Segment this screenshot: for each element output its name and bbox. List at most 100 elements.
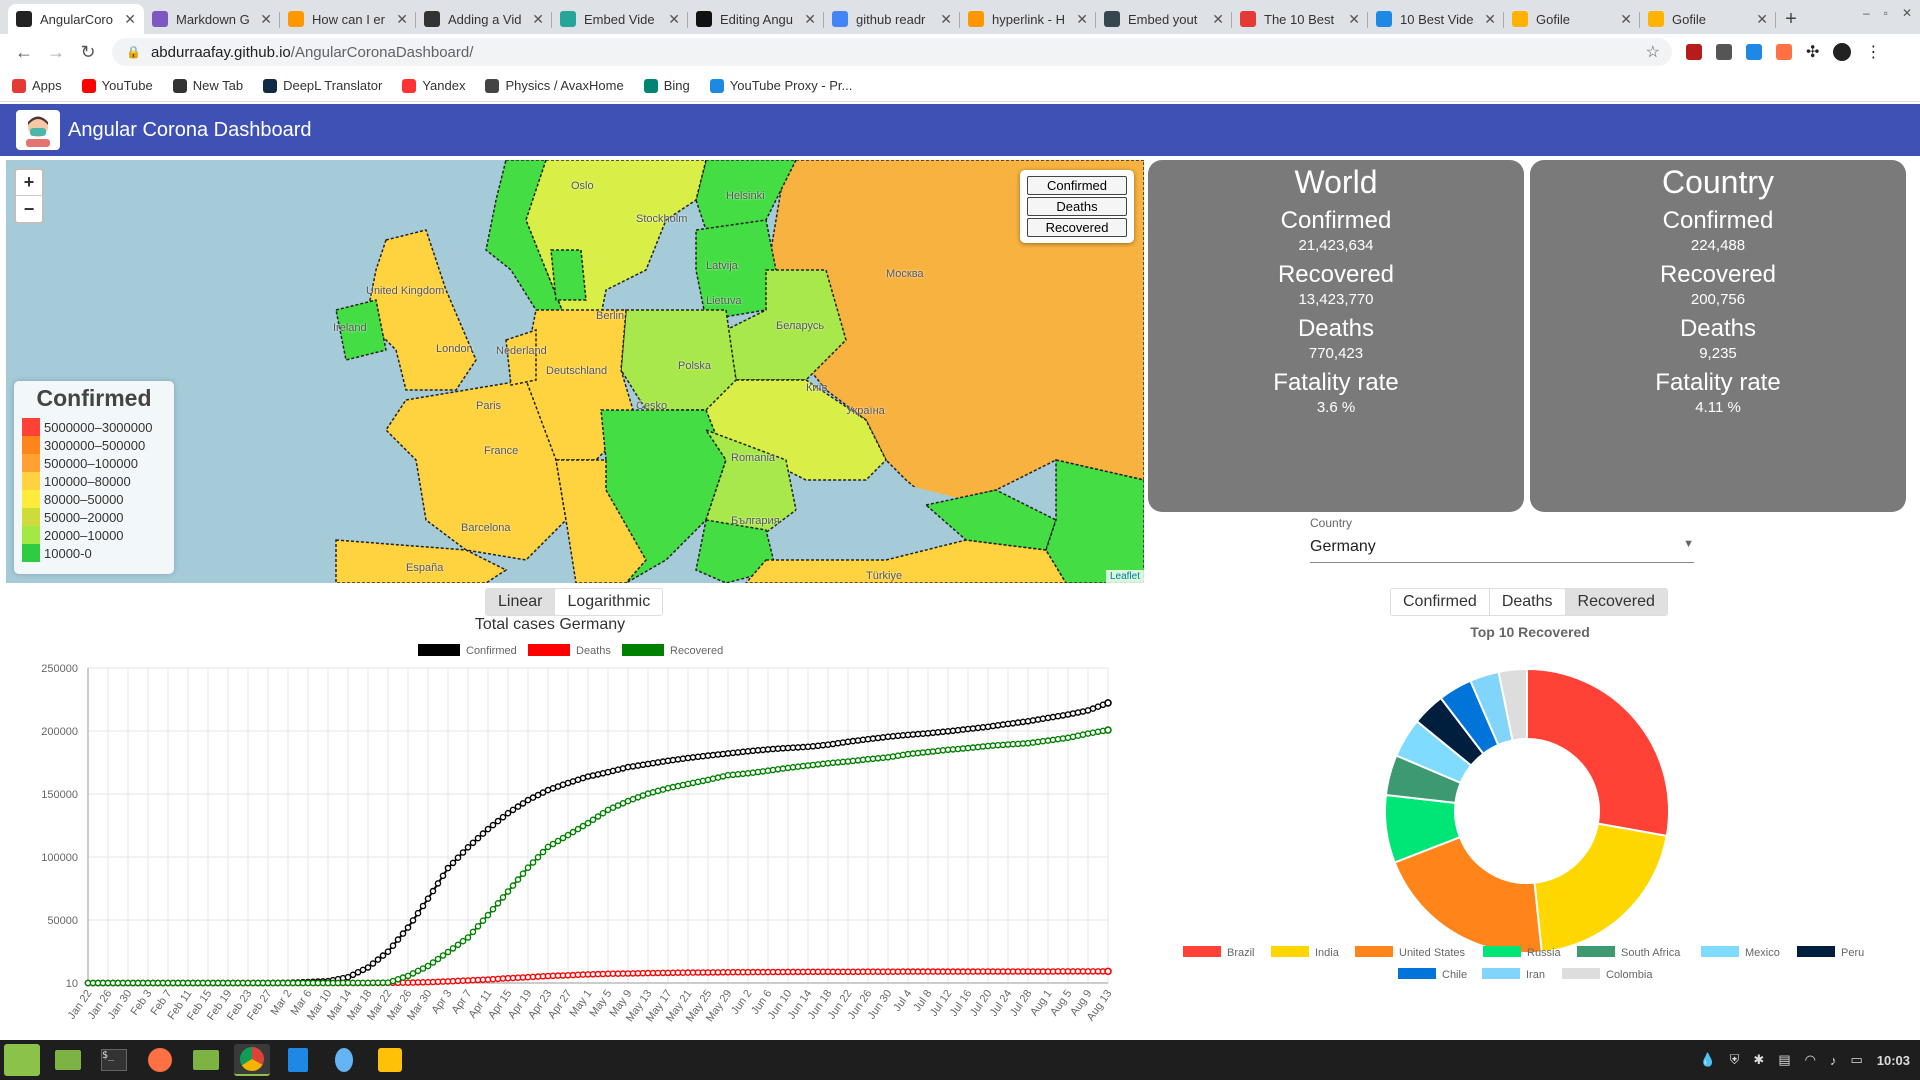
ublock-icon[interactable] xyxy=(1686,44,1702,60)
region-turkey[interactable] xyxy=(745,539,1067,583)
legend-label[interactable]: South Africa xyxy=(1621,947,1681,959)
bookmark-item[interactable]: DeepL Translator xyxy=(263,78,382,93)
donut-slice[interactable] xyxy=(1497,667,1528,742)
browser-tab[interactable]: Adding a Vid ✕ xyxy=(416,4,552,34)
legend-label[interactable]: Peru xyxy=(1841,947,1864,959)
map-canvas[interactable] xyxy=(6,160,1144,583)
leaflet-attribution[interactable]: Leaflet xyxy=(1105,570,1144,583)
donut-chart[interactable]: Brazil India United States Russia South Afri… xyxy=(1140,640,1920,1030)
browser-tab[interactable]: Gofile ✕ xyxy=(1640,4,1776,34)
legend-label[interactable]: Iran xyxy=(1526,969,1545,981)
tab-close-icon[interactable]: ✕ xyxy=(1756,10,1768,27)
toggle-option[interactable]: Logarithmic xyxy=(555,589,663,615)
browser-tab[interactable]: hyperlink - H ✕ xyxy=(960,4,1096,34)
extension-icon[interactable] xyxy=(1776,44,1792,60)
bookmark-item[interactable]: YouTube xyxy=(81,78,153,93)
bookmark-item[interactable]: New Tab xyxy=(172,78,243,93)
donut-slice[interactable] xyxy=(1526,667,1670,838)
bookmark-item[interactable]: Apps xyxy=(12,78,62,93)
toggle-option[interactable]: Recovered xyxy=(1565,589,1667,615)
tab-close-icon[interactable]: ✕ xyxy=(668,10,680,27)
tab-close-icon[interactable]: ✕ xyxy=(1348,10,1360,27)
bookmark-item[interactable]: YouTube Proxy - Pr... xyxy=(709,78,852,93)
legend-label[interactable]: United States xyxy=(1399,947,1466,959)
bookmark-star-icon[interactable]: ☆ xyxy=(1645,44,1660,61)
menu-dots-icon[interactable]: ⋮ xyxy=(1865,44,1882,61)
legend-label[interactable]: Colombia xyxy=(1606,969,1653,981)
drop-tray-icon[interactable]: 💧 xyxy=(1699,1052,1716,1067)
browser-tab[interactable]: AngularCoro ✕ xyxy=(8,4,144,34)
firefox-icon[interactable] xyxy=(142,1044,178,1076)
files-icon[interactable] xyxy=(50,1044,86,1076)
toggle-option[interactable]: Linear xyxy=(486,589,556,615)
browser-tab[interactable]: How can I er ✕ xyxy=(280,4,416,34)
country-select[interactable]: Country Germany ▼ xyxy=(1310,516,1694,563)
clock[interactable]: 10:03 xyxy=(1876,1052,1910,1068)
minimize-icon[interactable]: – xyxy=(1862,6,1870,20)
choropleth-map[interactable]: Oslo Stockholm Helsinki Latvija Lietuva Москв… xyxy=(6,160,1144,583)
zoom-in-button[interactable]: + xyxy=(16,170,42,196)
map-layer-button[interactable]: Deaths xyxy=(1027,197,1127,216)
map-layer-button[interactable]: Recovered xyxy=(1027,218,1127,237)
region-france[interactable] xyxy=(385,379,567,561)
close-window-icon[interactable]: ✕ xyxy=(1901,6,1912,20)
region-united-kingdom[interactable] xyxy=(365,229,477,391)
text-editor-icon[interactable] xyxy=(280,1044,316,1076)
folder-icon[interactable] xyxy=(188,1044,224,1076)
region-central-asia[interactable] xyxy=(1045,459,1144,583)
region-belarus[interactable] xyxy=(725,269,847,381)
browser-tab[interactable]: Embed yout ✕ xyxy=(1096,4,1232,34)
network-icon[interactable]: ▤ xyxy=(1778,1052,1791,1067)
volume-icon[interactable]: ♪ xyxy=(1829,1052,1837,1068)
tab-close-icon[interactable]: ✕ xyxy=(260,10,272,27)
tab-close-icon[interactable]: ✕ xyxy=(1212,10,1224,27)
region-bulgaria[interactable] xyxy=(695,519,777,583)
game-app-icon[interactable] xyxy=(372,1044,408,1076)
bluetooth-icon[interactable]: ✱ xyxy=(1753,1052,1765,1067)
back-arrow-icon[interactable]: ← xyxy=(15,41,33,62)
legend-label[interactable]: Russia xyxy=(1527,947,1562,959)
map-layer-button[interactable]: Confirmed xyxy=(1027,176,1127,195)
tab-close-icon[interactable]: ✕ xyxy=(804,10,816,27)
toggle-option[interactable]: Deaths xyxy=(1489,589,1566,615)
region-spain[interactable] xyxy=(335,539,508,583)
browser-tab[interactable]: Markdown G ✕ xyxy=(144,4,280,34)
terminal-icon[interactable]: $_ xyxy=(96,1044,132,1076)
region-benelux[interactable] xyxy=(505,328,537,386)
drop-app-icon[interactable] xyxy=(326,1044,362,1076)
region-caucasus[interactable] xyxy=(924,489,1057,551)
region-denmark[interactable] xyxy=(550,249,587,301)
tab-close-icon[interactable]: ✕ xyxy=(532,10,544,27)
chrome-icon[interactable] xyxy=(234,1044,270,1076)
tab-close-icon[interactable]: ✕ xyxy=(1484,10,1496,27)
tab-close-icon[interactable]: ✕ xyxy=(1076,10,1088,27)
shield-icon[interactable]: ⛨ xyxy=(1729,1052,1740,1067)
donut-slice[interactable] xyxy=(1533,822,1668,954)
legend-label[interactable]: Chile xyxy=(1442,969,1467,981)
browser-tab[interactable]: The 10 Best ✕ xyxy=(1232,4,1368,34)
tab-close-icon[interactable]: ✕ xyxy=(396,10,408,27)
region-italy[interactable] xyxy=(555,459,647,583)
wifi-icon[interactable]: ◠ xyxy=(1804,1052,1816,1067)
forward-arrow-icon[interactable]: → xyxy=(47,41,65,62)
reload-icon[interactable]: ↻ xyxy=(80,41,96,62)
legend-label[interactable]: Brazil xyxy=(1227,947,1255,959)
extension-icon[interactable] xyxy=(1746,44,1762,60)
region-ireland[interactable] xyxy=(335,299,387,361)
extension-icon[interactable] xyxy=(1716,44,1732,60)
legend-label[interactable]: India xyxy=(1315,947,1340,959)
maximize-icon[interactable]: ▫ xyxy=(1883,6,1888,20)
tab-close-icon[interactable]: ✕ xyxy=(124,10,136,27)
bookmark-item[interactable]: Bing xyxy=(643,78,690,93)
browser-tab[interactable]: Editing Angu ✕ xyxy=(688,4,824,34)
mint-menu-icon[interactable] xyxy=(4,1044,40,1076)
bookmark-item[interactable]: Yandex xyxy=(402,78,465,93)
url-input[interactable]: 🔒 abdurraafay.github.io /AngularCoronaDa… xyxy=(112,38,1672,66)
profile-avatar-icon[interactable] xyxy=(1833,43,1852,61)
puzzle-icon[interactable]: ✣ xyxy=(1806,44,1820,61)
toggle-option[interactable]: Confirmed xyxy=(1391,589,1490,615)
bookmark-item[interactable]: Physics / AvaxHome xyxy=(485,78,624,93)
battery-icon[interactable]: ▭ xyxy=(1850,1052,1863,1067)
browser-tab[interactable]: 10 Best Vide ✕ xyxy=(1368,4,1504,34)
